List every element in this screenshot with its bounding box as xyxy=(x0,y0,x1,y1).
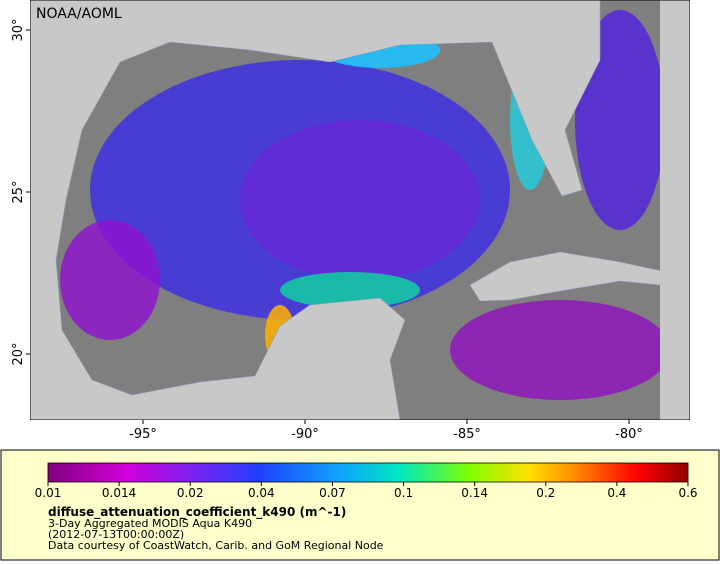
lon-tick-label: -80° xyxy=(615,427,643,442)
map-area xyxy=(30,0,690,420)
data-patch xyxy=(60,220,160,340)
colorbar-tick-label: 0.14 xyxy=(461,486,488,500)
lon-tick-label: -95° xyxy=(129,427,157,442)
description: 3-Day Aggregated MODIS Aqua K490 xyxy=(48,517,252,530)
lat-tick-label: 25° xyxy=(11,180,26,203)
colorbar-tick-label: 0.1 xyxy=(394,486,413,500)
colorbar-tick-label: 0.01 xyxy=(35,486,62,500)
colorbar-tick-label: 0.4 xyxy=(607,486,626,500)
colorbar-ticks: 0.01 0.014 0.02 0.04 0.07 0.1 0.14 0.2 0.4 0.6 xyxy=(35,482,698,500)
data-patch xyxy=(280,272,420,308)
variable-name: diffuse_attenuation_coefficient_k490 (m^… xyxy=(48,505,346,520)
colorbar-tick-label: 0.04 xyxy=(248,486,275,500)
lon-tick-label: -85° xyxy=(453,427,481,442)
lat-tick-label: 20° xyxy=(11,342,26,365)
data-patch xyxy=(240,120,480,280)
lon-tick-label: -90° xyxy=(291,427,319,442)
colorbar xyxy=(47,462,689,483)
colorbar-tick-label: 0.014 xyxy=(102,486,136,500)
colorbar-tick-label: 0.6 xyxy=(678,486,697,500)
colorbar-tick-label: 0.02 xyxy=(177,486,204,500)
colorbar-tick-label: 0.07 xyxy=(319,486,346,500)
data-patch xyxy=(450,300,670,400)
land xyxy=(660,0,690,420)
land xyxy=(30,0,601,420)
axis-ticks: 20° 25° 30° -95° -90° -85° -80° xyxy=(11,18,643,442)
source: Data courtesy of CoastWatch, Carib. and … xyxy=(48,539,384,552)
colorbar-tick-label: 0.2 xyxy=(536,486,555,500)
credit-label: NOAA/AOML xyxy=(36,6,122,22)
lat-tick-label: 30° xyxy=(11,18,26,41)
time: (2012-07-13T00:00:00Z) xyxy=(48,528,184,541)
